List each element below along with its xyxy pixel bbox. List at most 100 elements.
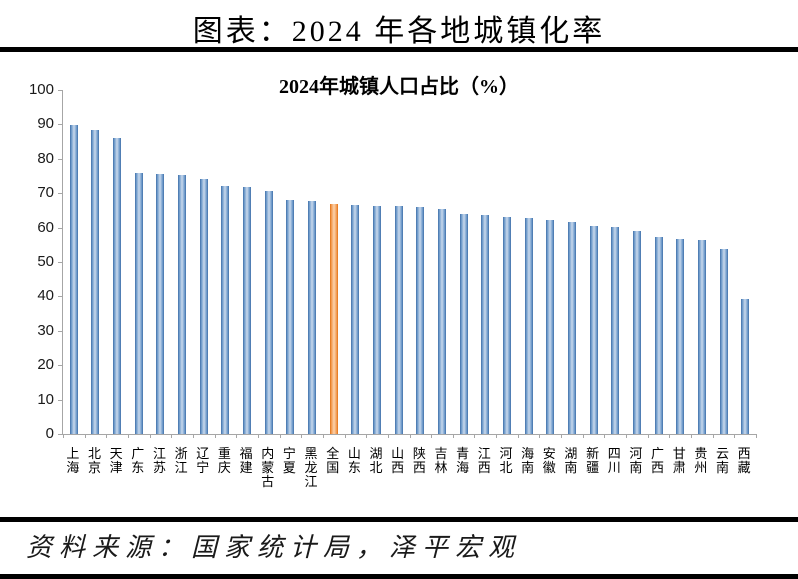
x-axis-label: 上 海 (66, 446, 80, 475)
bar-slot (453, 90, 475, 434)
x-axis-label: 甘 肃 (672, 446, 686, 475)
x-axis-label: 陕 西 (412, 446, 426, 475)
source-text: 资料来源：国家统计局，泽平宏观 (26, 533, 522, 562)
bar-slot (150, 90, 172, 434)
bar-slot (518, 90, 540, 434)
bar-slot (561, 90, 583, 434)
bar-slot (258, 90, 280, 434)
x-axis-label: 黑 龙 江 (304, 446, 318, 489)
bar (654, 237, 663, 434)
x-tick (214, 434, 216, 438)
bar-slot (366, 90, 388, 434)
y-axis-label: 0 (45, 425, 54, 442)
x-tick (279, 434, 281, 438)
x-axis-label: 海 南 (521, 446, 535, 475)
x-tick (409, 434, 411, 438)
x-tick (257, 434, 259, 438)
bar-slot (713, 90, 735, 434)
bar (437, 209, 446, 434)
x-axis-label: 福 建 (239, 446, 253, 475)
x-axis-label: 吉 林 (434, 446, 448, 475)
bar (741, 298, 750, 434)
x-axis-label: 北 京 (87, 446, 101, 475)
y-tick (58, 365, 63, 367)
bar-slot (626, 90, 648, 434)
x-axis-label: 宁 夏 (282, 446, 296, 475)
y-tick (58, 227, 63, 229)
x-tick (452, 434, 454, 438)
x-tick (63, 434, 64, 438)
bar (611, 227, 620, 434)
bar-slot (583, 90, 605, 434)
bar-slot (193, 90, 215, 434)
bar (156, 174, 165, 434)
x-axis-label: 广 东 (131, 446, 145, 475)
plot-area: 0 10 20 30 40 50 60 70 80 90 100 (29, 81, 757, 442)
y-axis-label: 40 (37, 287, 54, 305)
x-axis-label: 天 津 (109, 446, 123, 475)
bar (697, 240, 706, 434)
bar-slot (388, 90, 410, 434)
x-tick (712, 434, 714, 438)
x-axis-label: 湖 北 (369, 446, 383, 475)
y-axis-label: 20 (37, 356, 54, 374)
y-axis-label: 100 (28, 81, 54, 98)
x-tick (344, 434, 346, 438)
bar (589, 226, 598, 434)
bar (264, 190, 273, 434)
x-axis-label: 四 川 (607, 446, 621, 475)
bar-slot (431, 90, 453, 434)
x-tick (301, 434, 303, 438)
bar-slot (106, 90, 128, 434)
divider-middle (0, 517, 798, 522)
x-axis-label: 辽 宁 (196, 446, 210, 475)
bar-slot (474, 90, 496, 434)
bar (113, 137, 122, 434)
y-axis-label: 70 (37, 184, 54, 202)
x-axis-label: 广 西 (651, 446, 665, 475)
bar (351, 205, 360, 434)
x-tick (474, 434, 476, 438)
y-axis-label: 50 (37, 253, 54, 270)
bar-slot (85, 90, 107, 434)
bar (178, 175, 187, 434)
bar-slot (128, 90, 150, 434)
x-axis-label: 云 南 (716, 446, 730, 475)
bar-slot (691, 90, 713, 434)
bar (459, 213, 468, 434)
x-axis-label: 青 海 (456, 446, 470, 475)
y-tick (58, 296, 63, 298)
bar-slot (669, 90, 691, 434)
bar-slot (648, 90, 670, 434)
x-tick (192, 434, 194, 438)
bar (416, 207, 425, 434)
x-tick (496, 434, 498, 438)
bar (221, 185, 230, 434)
x-axis-label: 河 北 (499, 446, 513, 475)
x-tick (539, 434, 541, 438)
x-tick (647, 434, 649, 438)
bar-slot (323, 90, 345, 434)
x-tick (517, 434, 519, 438)
x-axis-label: 江 西 (477, 446, 491, 475)
x-tick (561, 434, 563, 438)
bar (134, 172, 143, 434)
bar-slot (345, 90, 367, 434)
bar (373, 205, 382, 434)
x-axis-label: 贵 州 (694, 446, 708, 475)
bar-national-highlight (329, 203, 338, 434)
chart-title: 2024年城镇人口占比（%） (279, 76, 519, 98)
x-tick (366, 434, 368, 438)
y-tick (58, 434, 63, 435)
x-axis-label: 山 西 (391, 446, 405, 475)
y-tick (58, 193, 63, 195)
x-axis-labels: 上 海北 京天 津广 东江 苏浙 江辽 宁重 庆福 建内 蒙 古宁 夏黑 龙 江… (62, 447, 755, 489)
bar-slot (604, 90, 626, 434)
bar-slot (215, 90, 237, 434)
bar-slot (410, 90, 432, 434)
bar-slot (301, 90, 323, 434)
x-tick (734, 434, 736, 438)
bar (676, 239, 685, 434)
bar (199, 178, 208, 434)
